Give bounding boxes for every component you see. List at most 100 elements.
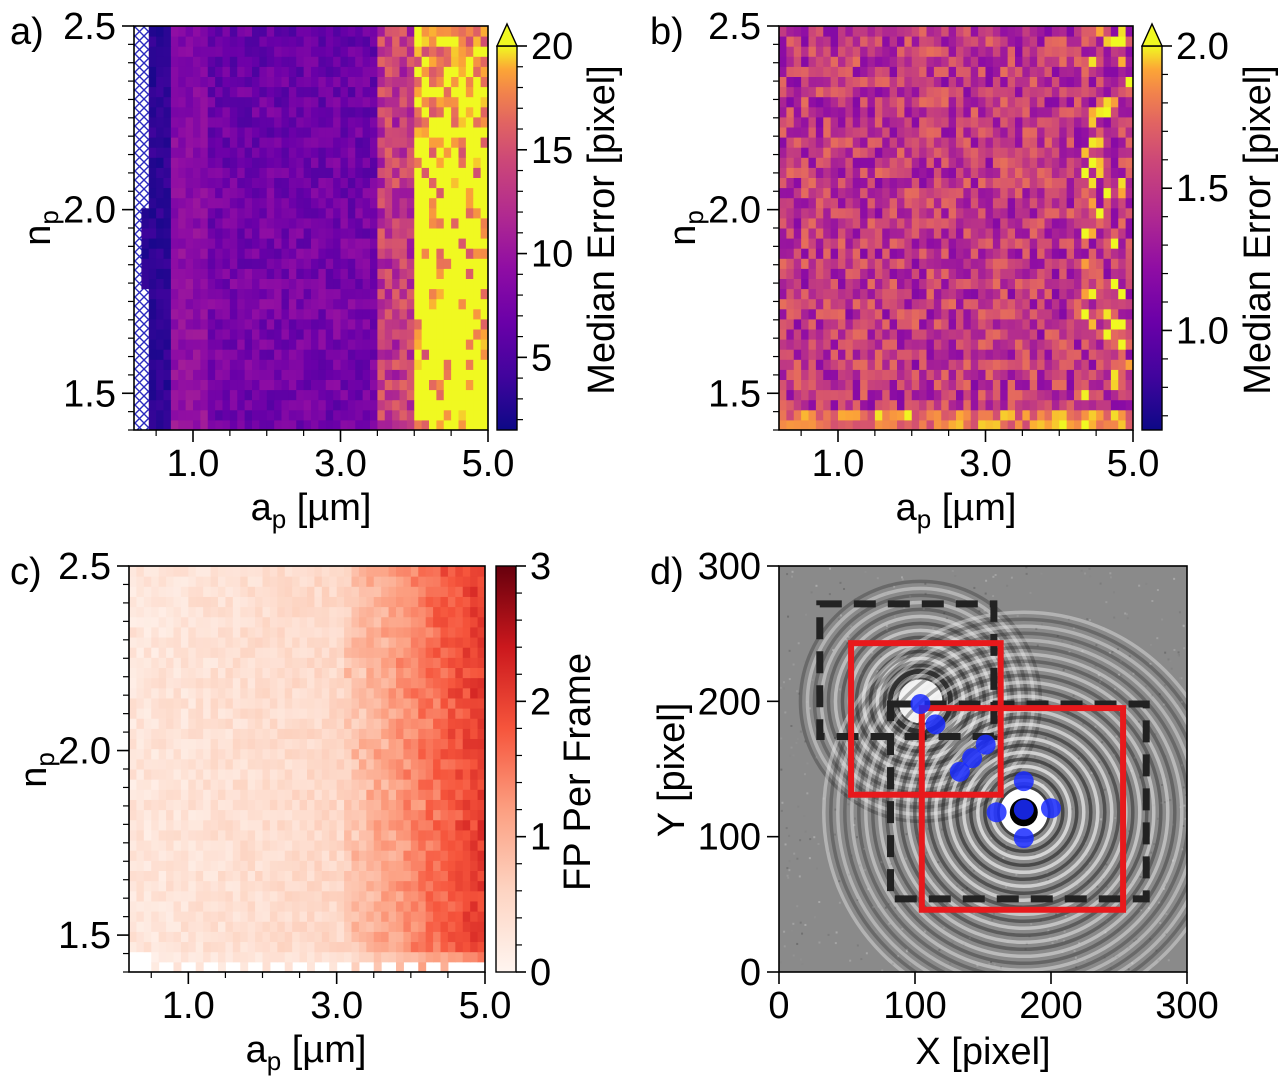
heatmap-cell — [1022, 419, 1031, 431]
heatmap-cell — [325, 228, 334, 239]
heatmap-cell — [801, 137, 810, 148]
heatmap-cell — [852, 389, 861, 401]
heatmap-cell — [992, 127, 1001, 138]
heatmap-cell — [266, 298, 275, 310]
heatmap-cell — [252, 268, 260, 279]
heatmap-cell — [447, 931, 456, 943]
heatmap-cell — [377, 308, 386, 320]
heatmap-cell — [815, 409, 824, 421]
heatmap-cell — [185, 157, 194, 168]
heatmap-cell — [421, 399, 430, 411]
heatmap-cell — [141, 167, 150, 178]
heatmap-cell — [1103, 217, 1112, 229]
heatmap-cell — [1022, 217, 1031, 229]
heatmap-cell — [926, 399, 935, 411]
heatmap-cell — [860, 207, 869, 219]
heatmap-cell — [333, 308, 342, 320]
heatmap-cell — [941, 419, 950, 431]
heatmap-cell — [838, 197, 846, 209]
heatmap-cell — [447, 819, 456, 831]
heatmap-cell — [237, 228, 246, 239]
heatmap-cell — [344, 840, 352, 851]
heatmap-cell — [203, 880, 212, 892]
heatmap-cell — [299, 880, 308, 892]
heatmap-cell — [207, 76, 216, 88]
heatmap-cell — [299, 951, 308, 963]
heatmap-cell — [1059, 177, 1068, 189]
heatmap-cell — [436, 419, 445, 431]
heatmap-cell — [421, 389, 430, 401]
heatmap-cell — [193, 339, 201, 350]
heatmap-cell — [274, 197, 283, 209]
heatmap-cell — [1081, 238, 1090, 249]
heatmap-cell — [244, 36, 253, 47]
heatmap-cell — [1000, 258, 1009, 269]
heatmap-cell — [163, 288, 172, 300]
heatmap-cell — [1059, 318, 1068, 330]
heatmap-cell — [266, 359, 275, 370]
heatmap-cell — [1088, 228, 1097, 239]
heatmap-cell — [845, 369, 854, 380]
heatmap-cell — [992, 187, 1001, 199]
heatmap-cell — [158, 880, 167, 892]
heatmap-cell — [403, 951, 412, 963]
heatmap-cell — [443, 177, 452, 189]
heatmap-cell — [259, 187, 268, 199]
heatmap-cell — [156, 258, 165, 269]
heatmap-cell — [429, 238, 437, 249]
heatmap-cell — [933, 217, 942, 229]
heatmap-cell — [281, 389, 290, 401]
heatmap-cell — [911, 217, 920, 229]
heatmap-cell — [1125, 278, 1134, 290]
heatmap-cell — [392, 157, 401, 168]
heatmap-cell — [801, 66, 810, 77]
heatmap-cell — [318, 298, 327, 310]
heatmap-cell — [1029, 329, 1038, 340]
heatmap-cell — [425, 941, 434, 953]
heatmap-cell — [779, 419, 787, 431]
heatmap-cell — [1066, 288, 1075, 300]
heatmap-cell — [1059, 238, 1068, 249]
heatmap-cell — [1059, 36, 1068, 47]
heatmap-cell — [867, 157, 876, 168]
heatmap-cell — [860, 66, 869, 77]
heatmap-cell — [429, 147, 437, 158]
heatmap-cell — [480, 238, 489, 249]
heatmap-cell — [156, 318, 165, 330]
heatmap-cell — [329, 789, 338, 800]
heatmap-cell — [911, 318, 920, 330]
heatmap-cell — [392, 217, 401, 229]
heatmap-cell — [288, 228, 297, 239]
heatmap-cell — [911, 258, 920, 269]
heatmap-cell — [830, 26, 839, 37]
heatmap-cell — [429, 258, 437, 269]
heatmap-cell — [232, 870, 241, 882]
heatmap-cell — [838, 137, 846, 148]
heatmap-cell — [815, 399, 824, 411]
heatmap-cell — [134, 26, 142, 37]
heatmap-cell — [1118, 157, 1127, 168]
heatmap-cell — [1044, 228, 1053, 239]
heatmap-cell — [919, 167, 928, 178]
heatmap-cell — [225, 911, 234, 922]
heatmap-cell — [1051, 258, 1060, 269]
heatmap-cell — [808, 76, 817, 88]
heatmap-cell — [414, 137, 423, 148]
heatmap-cell — [786, 349, 795, 360]
heatmap-cell — [355, 258, 364, 269]
heatmap-cell — [473, 26, 482, 37]
heatmap-cell — [447, 789, 456, 800]
heatmap-cell — [281, 26, 290, 37]
heatmap-cell — [229, 167, 238, 178]
heatmap-cell — [173, 870, 182, 882]
heatmap-cell — [786, 389, 795, 401]
heatmap-cell — [845, 389, 854, 401]
heatmap-cell — [1118, 389, 1127, 401]
heatmap-cell — [403, 900, 412, 912]
heatmap-cell — [244, 248, 253, 259]
heatmap-cell — [904, 197, 913, 209]
heatmap-cell — [1066, 96, 1075, 108]
heatmap-cell — [1081, 86, 1090, 98]
heatmap-cell — [1074, 339, 1082, 350]
